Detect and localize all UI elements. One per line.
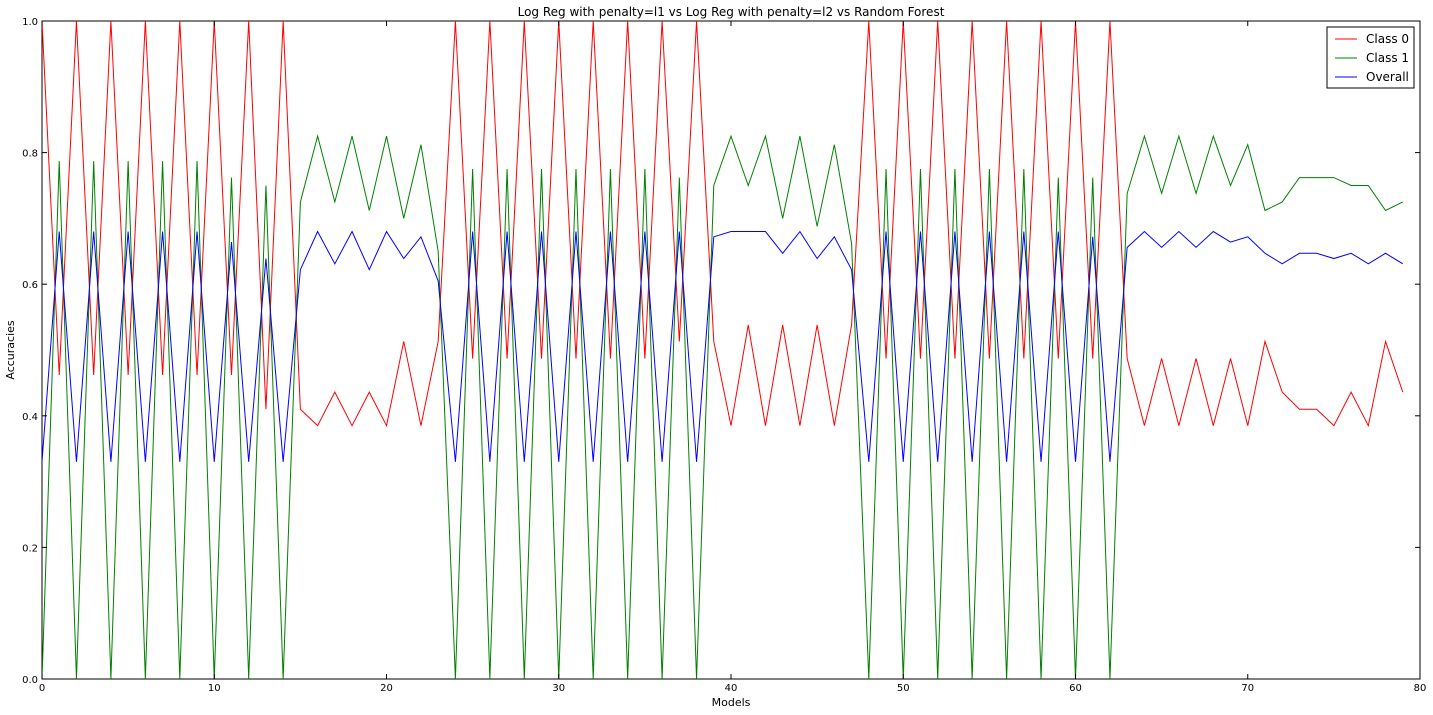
- x-tick-label: 0: [39, 683, 45, 694]
- y-tick-label: 0.8: [22, 149, 38, 160]
- legend-label-class-0: Class 0: [1366, 32, 1409, 46]
- chart-title: Log Reg with penalty=l1 vs Log Reg with …: [518, 5, 945, 19]
- plot-frame: [41, 20, 1421, 680]
- x-tick-label: 50: [897, 683, 910, 694]
- x-tick-label: 10: [208, 683, 221, 694]
- series-line-class-1: [42, 134, 1404, 679]
- x-axis-title: Models: [712, 696, 751, 709]
- legend: Class 0 Class 1 Overall: [1326, 26, 1415, 89]
- x-tick-label: 70: [1241, 683, 1254, 694]
- legend-label-class-1: Class 1: [1366, 51, 1409, 65]
- x-tick-label: 60: [1069, 683, 1082, 694]
- x-tick-label: 40: [725, 683, 738, 694]
- x-tick-label: 30: [552, 683, 565, 694]
- x-tick-label: 80: [1414, 683, 1427, 694]
- y-tick-label: 0.0: [22, 675, 38, 686]
- series-line-class-0: [42, 21, 1404, 428]
- y-axis-title: Accuracies: [4, 320, 17, 380]
- y-tick-label: 0.6: [22, 280, 38, 291]
- plot-area: 0 10 20 30 40 50 60 70 80 0.0 0.2 0.4 0.6 0.8 1.0: [22, 17, 1426, 694]
- y-tick-label: 1.0: [22, 17, 38, 28]
- legend-label-overall: Overall: [1366, 70, 1409, 84]
- y-tick-label: 0.2: [22, 543, 38, 554]
- y-tick-label: 0.4: [22, 412, 38, 423]
- x-tick-label: 20: [380, 683, 393, 694]
- series-line-overall: [42, 230, 1404, 462]
